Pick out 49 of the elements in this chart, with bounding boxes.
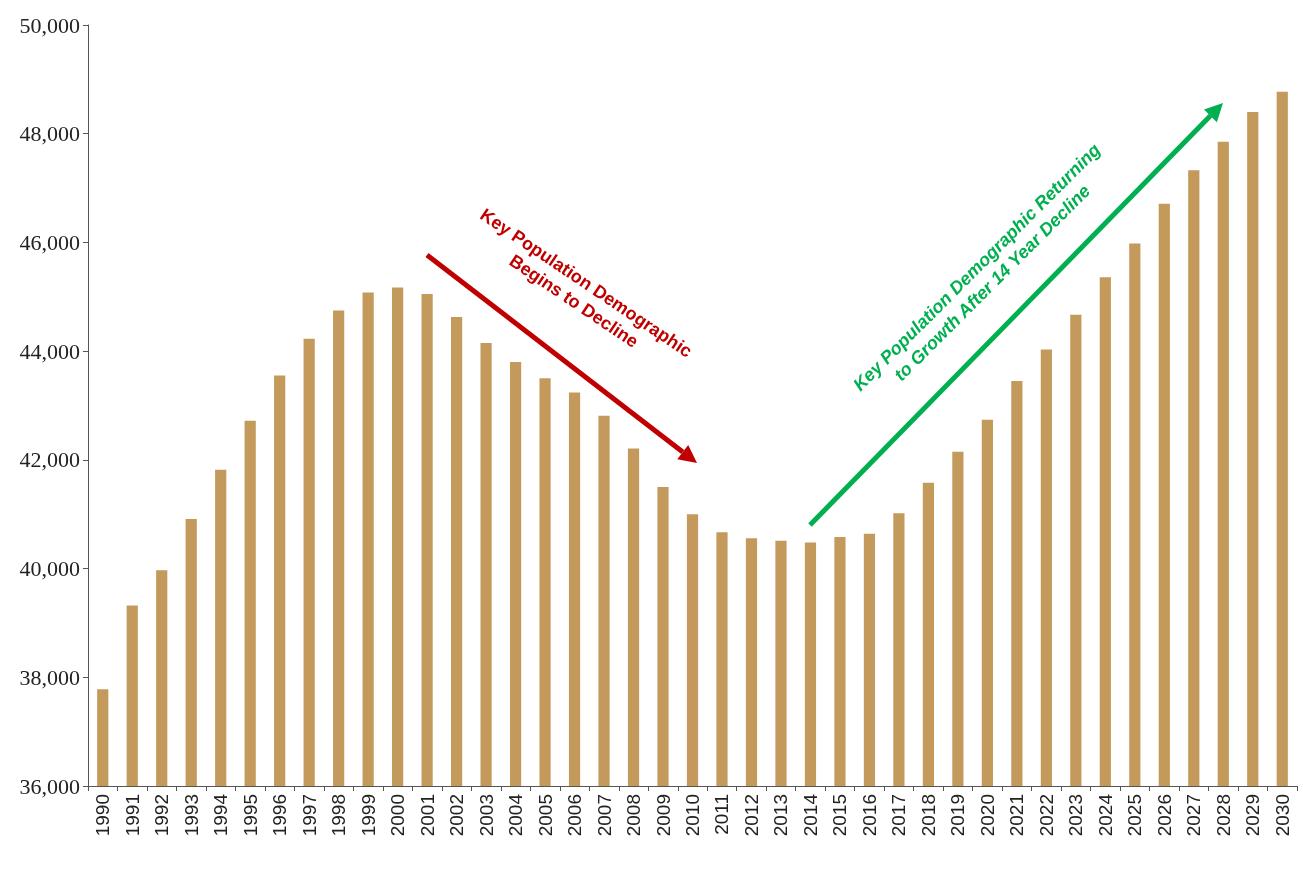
x-tick-label: 2022 [1035,794,1057,837]
x-tick-label: 2020 [976,794,998,837]
x-tick-label: 1991 [121,794,143,837]
y-tick-label: 48,000 [19,121,80,147]
x-tick-label: 2014 [799,793,821,837]
x-tick-label: 2027 [1183,794,1205,837]
x-tick-label: 2005 [534,794,556,837]
x-tick-label: 2008 [623,794,645,837]
x-tick-label: 2002 [446,794,468,837]
x-tick-label: 2001 [416,794,438,837]
y-tick-label: 40,000 [19,556,80,582]
x-tick-label: 2012 [740,794,762,837]
x-tick-label: 2013 [770,794,792,837]
x-tick-label: 2007 [593,794,615,837]
x-tick-label: 1992 [151,794,173,837]
x-tick-label: 2003 [475,794,497,837]
x-tick-label: 2010 [682,794,703,837]
x-tick-label: 2028 [1212,794,1234,837]
x-tick-label: 2009 [652,794,674,837]
y-tick-label: 42,000 [19,447,80,473]
y-tick-label: 44,000 [19,338,80,364]
x-tick-label: 2017 [888,794,910,837]
x-tick-label: 1995 [239,794,261,837]
x-tick-label: 1993 [180,794,202,837]
x-tick-label: 2025 [1124,794,1146,837]
x-tick-label: 1997 [298,794,320,837]
x-tick-label: 2029 [1242,794,1264,837]
x-tick-label: 2016 [858,794,880,837]
x-tick-label: 2019 [947,794,969,837]
x-tick-label: 2030 [1271,794,1293,837]
x-tick-label: 2021 [1006,794,1028,837]
y-tick-label: 46,000 [19,229,80,255]
x-tick-label: 1994 [210,793,232,837]
x-tick-label: 1998 [328,794,350,837]
y-tick-label: 36,000 [19,773,80,799]
x-tick-label: 2011 [711,794,733,835]
y-tick-label: 38,000 [19,664,80,690]
x-tick-label: 2026 [1153,794,1175,837]
x-tick-label: 2024 [1094,793,1116,837]
x-tick-label: 2000 [387,794,409,837]
x-tick-label: 1996 [269,794,291,837]
x-tick-label: 2015 [829,794,851,837]
x-tick-label: 1990 [92,794,114,837]
x-tick-label: 1999 [357,794,379,837]
y-tick-label: 50,000 [19,12,80,38]
x-tick-label: 2006 [564,794,586,837]
x-tick-label: 2023 [1065,794,1087,837]
x-tick-label: 2018 [917,794,939,837]
x-tick-label: 2004 [505,793,527,837]
